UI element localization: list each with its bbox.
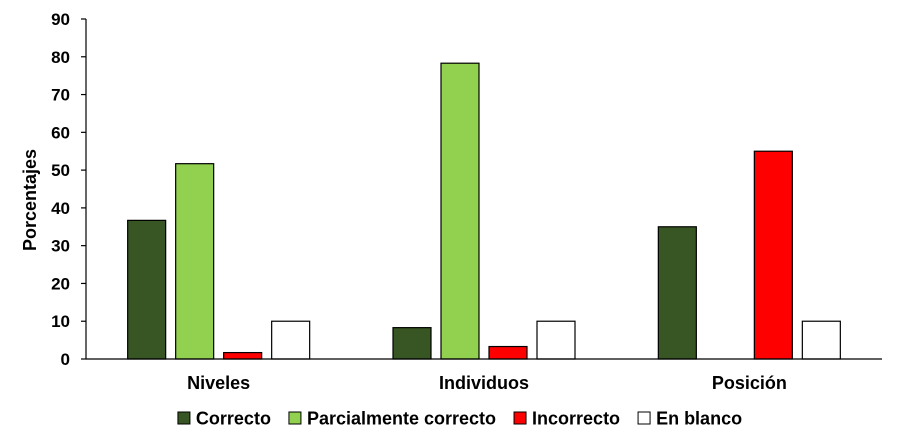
legend-swatch <box>513 411 527 425</box>
y-tick-label: 60 <box>51 123 70 142</box>
y-axis-label: Porcentajes <box>20 149 40 251</box>
legend: Correcto Parcialmente correcto Incorrecto E… <box>177 409 742 429</box>
y-tick-label: 30 <box>51 237 70 256</box>
bar-1-2 <box>175 163 215 360</box>
bar-2-4 <box>536 320 576 360</box>
y-tick-label: 90 <box>51 10 70 29</box>
legend-swatch <box>288 411 302 425</box>
legend-item: En blanco <box>637 409 742 429</box>
y-tick-label: 10 <box>51 312 70 331</box>
legend-label: Correcto <box>196 409 271 429</box>
legend-item: Incorrecto <box>513 409 620 429</box>
legend-label: Parcialmente correcto <box>307 409 496 429</box>
bar-1-1 <box>127 219 167 360</box>
y-tick-label: 50 <box>51 161 70 180</box>
bar-3-3 <box>753 150 793 360</box>
bar-3-1 <box>657 226 697 360</box>
x-category-label: Posición <box>712 373 787 393</box>
bar-1-4 <box>271 320 311 360</box>
legend-label: Incorrecto <box>532 409 620 429</box>
y-tick-label: 40 <box>51 199 70 218</box>
y-tick-label: 80 <box>51 48 70 67</box>
bar-3-4 <box>801 320 841 360</box>
legend-swatch <box>177 411 191 425</box>
y-tick-label: 20 <box>51 274 70 293</box>
legend-item: Parcialmente correcto <box>288 409 496 429</box>
bar-1-3 <box>223 351 263 360</box>
x-category-label: Individuos <box>439 373 529 393</box>
legend-swatch <box>637 411 651 425</box>
legend-label: En blanco <box>656 409 742 429</box>
bars <box>127 62 841 360</box>
y-tick-label: 0 <box>61 350 70 369</box>
x-category-label: Niveles <box>187 373 250 393</box>
y-axis-ticks: 0 10 20 30 40 50 60 70 80 90 <box>51 10 86 369</box>
legend-item: Correcto <box>177 409 271 429</box>
bar-2-2 <box>440 62 480 360</box>
y-tick-label: 70 <box>51 86 70 105</box>
bar-2-3 <box>488 345 528 360</box>
bar-2-1 <box>392 327 432 360</box>
x-axis-categories: Niveles Individuos Posición <box>187 373 787 393</box>
